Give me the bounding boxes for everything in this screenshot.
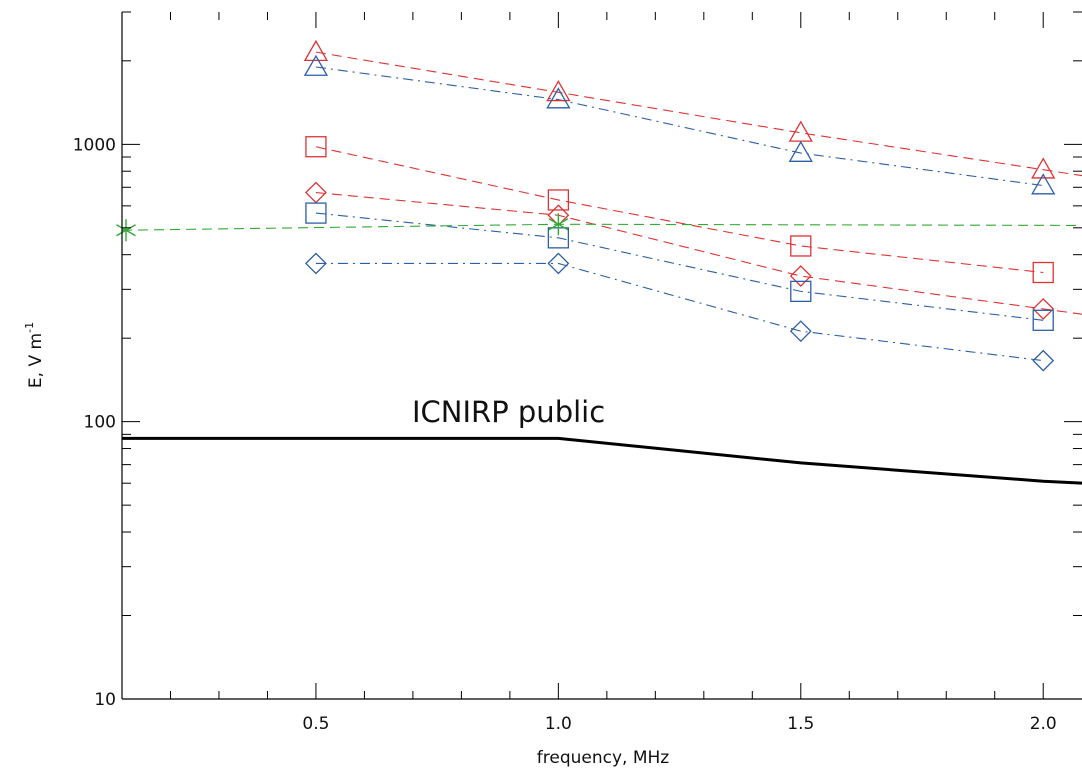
data-point-square xyxy=(790,235,812,257)
data-point-square xyxy=(1032,261,1054,284)
data-point-diamond xyxy=(305,252,327,275)
data-point-square xyxy=(790,280,812,303)
x-tick-label: 0.5 xyxy=(302,714,329,734)
x-tick-label: 1.5 xyxy=(787,714,814,734)
data-point-diamond xyxy=(1032,349,1055,372)
data-point-diamond xyxy=(789,320,812,343)
x-axis-title: frequency, MHz xyxy=(537,748,670,768)
y-tick-label: 1000 xyxy=(73,135,116,155)
data-point-square xyxy=(305,136,327,158)
data-point-triangle xyxy=(788,140,813,162)
y-tick-label: 100 xyxy=(84,413,116,433)
series-line xyxy=(315,146,1044,274)
y-axis-title-exponent: -1 xyxy=(23,322,36,333)
series-line xyxy=(315,51,1082,177)
y-axis-title: E, V m-1 xyxy=(23,322,46,388)
data-point-square xyxy=(305,202,327,224)
series-line xyxy=(315,212,1044,321)
x-tick-label: 1.0 xyxy=(545,714,572,734)
series-line xyxy=(122,223,1082,231)
data-point-diamond xyxy=(1032,297,1055,320)
data-point-triangle xyxy=(546,87,571,109)
y-tick-label: 10 xyxy=(94,690,116,710)
data-point-square xyxy=(547,189,570,211)
series-line xyxy=(315,66,1044,187)
y-axis-title-main: E, V m xyxy=(26,333,46,388)
data-point-asterisk xyxy=(116,219,136,242)
data-point-diamond xyxy=(547,252,570,275)
series-line xyxy=(315,192,1082,315)
series-line xyxy=(315,262,1044,362)
data-point-triangle xyxy=(303,39,329,62)
data-point-square xyxy=(1032,309,1054,331)
data-point-triangle xyxy=(546,80,571,102)
data-point-triangle xyxy=(1031,157,1056,179)
icnirp-reference-line xyxy=(122,436,1082,485)
data-point-triangle xyxy=(303,54,329,76)
x-tick-label: 2.0 xyxy=(1030,714,1057,734)
data-point-asterisk xyxy=(548,213,569,236)
annotation-icnirp-public: ICNIRP public xyxy=(412,395,605,429)
data-point-triangle xyxy=(1031,173,1056,195)
data-point-diamond xyxy=(789,265,812,287)
